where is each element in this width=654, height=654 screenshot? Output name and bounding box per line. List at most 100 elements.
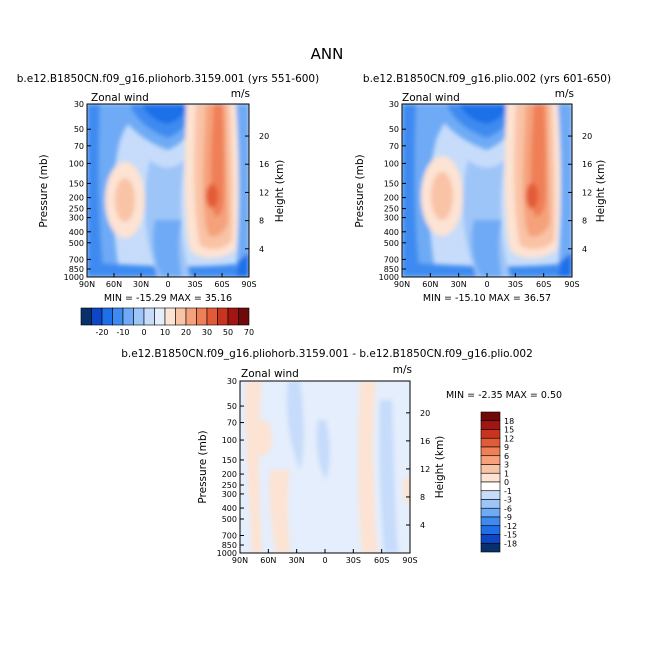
p-tick-label: 300 — [222, 490, 237, 499]
field-blue-equator — [471, 220, 502, 277]
p-tick-label: 50 — [74, 125, 84, 134]
p-tick-label: 50 — [227, 402, 237, 411]
colorbar-label: 0 — [504, 478, 509, 487]
colorbar-label: 10 — [160, 328, 170, 337]
panel-3-ylabel-right: Height (km) — [434, 436, 446, 499]
field-blue-equator — [152, 220, 182, 277]
diff-warm-sh — [358, 381, 378, 553]
p-tick-label: 300 — [384, 214, 399, 223]
height-tick-label: 16 — [582, 160, 592, 169]
field-blue-polar — [558, 104, 572, 277]
x-tick-label: 60N — [422, 280, 438, 289]
height-tick-label: 20 — [259, 132, 269, 141]
x-tick-label: 60S — [536, 280, 551, 289]
panel-3-stats: MIN = -2.35 MAX = 0.50 — [446, 390, 562, 401]
colorbar-label: 1 — [504, 469, 509, 478]
p-tick-label: 400 — [384, 228, 399, 237]
diff-blue-band-a — [286, 381, 304, 470]
colorbar-label: -6 — [504, 504, 512, 513]
p-tick-label: 150 — [69, 179, 84, 188]
colorbar-swatch — [480, 420, 501, 430]
panel-2-field — [402, 104, 572, 277]
panel-3-left-label: Zonal wind — [241, 368, 299, 380]
panel-2-axes: 90N 60N 30N 0 30S 60S 90S 30 50 70 100 150 200 250300… — [379, 100, 593, 289]
panel-3-ylabel: Pressure (mb) — [197, 430, 209, 503]
panel-1-left-label: Zonal wind — [91, 92, 149, 104]
field-warm-sh-jet-max — [526, 183, 538, 209]
p-tick-label: 850 — [384, 265, 399, 274]
colorbar-label: 70 — [244, 328, 254, 337]
field-blue-outer — [87, 104, 150, 277]
colorbar-swatch — [480, 437, 501, 448]
p-tick-label: 100 — [222, 436, 237, 445]
x-tick-label: 0 — [165, 280, 170, 289]
colorbar-label: 9 — [504, 443, 509, 452]
colorbar-label: 50 — [223, 328, 233, 337]
height-tick-label: 4 — [582, 245, 587, 254]
p-tick-label: 250 — [69, 205, 84, 214]
p-tick-label: 100 — [384, 159, 399, 168]
colorbar-label: -15 — [504, 531, 517, 540]
colorbar-swatch — [480, 481, 501, 492]
x-tick-label: 60S — [374, 556, 389, 565]
x-tick-label: 60N — [106, 280, 122, 289]
colorbar-top: -20 -10 0 10 20 30 50 70 — [80, 307, 254, 337]
height-tick-label: 20 — [420, 409, 430, 418]
panel-1-units: m/s — [231, 88, 250, 100]
height-tick-label: 8 — [420, 493, 425, 502]
height-tick-label: 12 — [259, 188, 269, 197]
panel-2: b.e12.B1850CN.f09_g16.plio.002 (yrs 601-… — [354, 73, 611, 304]
colorbar-swatch — [185, 307, 197, 326]
p-tick-label: 850 — [69, 265, 84, 274]
p-tick-label: 30 — [389, 100, 399, 109]
panel-2-units: m/s — [555, 88, 574, 100]
colorbar-swatch — [217, 307, 229, 326]
colorbar-swatch — [480, 446, 501, 457]
panel-3-field — [240, 381, 410, 553]
p-tick-label: 70 — [74, 142, 84, 151]
panel-2-title: b.e12.B1850CN.f09_g16.plio.002 (yrs 601-… — [363, 73, 611, 85]
diff-warm-left-blob — [254, 420, 272, 456]
p-tick-label: 500 — [384, 239, 399, 248]
panel-3-units: m/s — [393, 364, 412, 376]
colorbar-swatch — [480, 542, 501, 553]
colorbar-swatch — [101, 307, 113, 326]
colorbar-swatch — [133, 307, 145, 326]
p-tick-label: 250 — [222, 481, 237, 490]
panel-1-field — [87, 104, 249, 277]
field-blue-left-column — [87, 104, 104, 277]
height-tick-label: 16 — [259, 160, 269, 169]
page-title: ANN — [311, 45, 344, 63]
diff-blue-band-b — [316, 420, 330, 480]
p-tick-label: 200 — [69, 194, 84, 203]
colorbar-swatch — [196, 307, 208, 326]
x-tick-label: 30S — [187, 280, 202, 289]
panel-1: b.e12.B1850CN.f09_g16.pliohorb.3159.001 … — [17, 73, 319, 304]
colorbar-label: 3 — [504, 461, 509, 470]
p-tick-label: 700 — [222, 532, 237, 541]
x-tick-label: 30N — [289, 556, 305, 565]
colorbar-label: -18 — [504, 539, 517, 548]
x-tick-label: 30S — [346, 556, 361, 565]
panel-2-ylabel-right: Height (km) — [595, 160, 607, 223]
colorbar-swatch — [480, 507, 501, 518]
panel-1-ylabel-right: Height (km) — [274, 160, 286, 223]
colorbar-swatch — [480, 464, 501, 474]
panel-1-ylabel: Pressure (mb) — [38, 154, 50, 227]
height-tick-label: 20 — [582, 132, 592, 141]
x-tick-label: 30S — [508, 280, 523, 289]
p-tick-label: 400 — [69, 228, 84, 237]
p-tick-label: 200 — [384, 194, 399, 203]
x-tick-label: 60N — [260, 556, 276, 565]
panel-3: b.e12.B1850CN.f09_g16.pliohorb.3159.001 … — [121, 348, 562, 565]
panel-2-stats: MIN = -15.10 MAX = 36.57 — [423, 293, 551, 304]
field-blue-antarctic — [236, 252, 249, 277]
diff-warm-polar — [403, 476, 410, 504]
x-tick-label: 90S — [241, 280, 256, 289]
x-tick-label: 90S — [564, 280, 579, 289]
panel-1-stats: MIN = -15.29 MAX = 35.16 — [104, 293, 232, 304]
panel-3-axes: 90N 60N 30N 0 30S 60S 90S 30 50 70 100 150 200 250300… — [217, 377, 431, 565]
colorbar-swatch — [480, 525, 501, 535]
colorbar-swatch — [480, 499, 501, 509]
